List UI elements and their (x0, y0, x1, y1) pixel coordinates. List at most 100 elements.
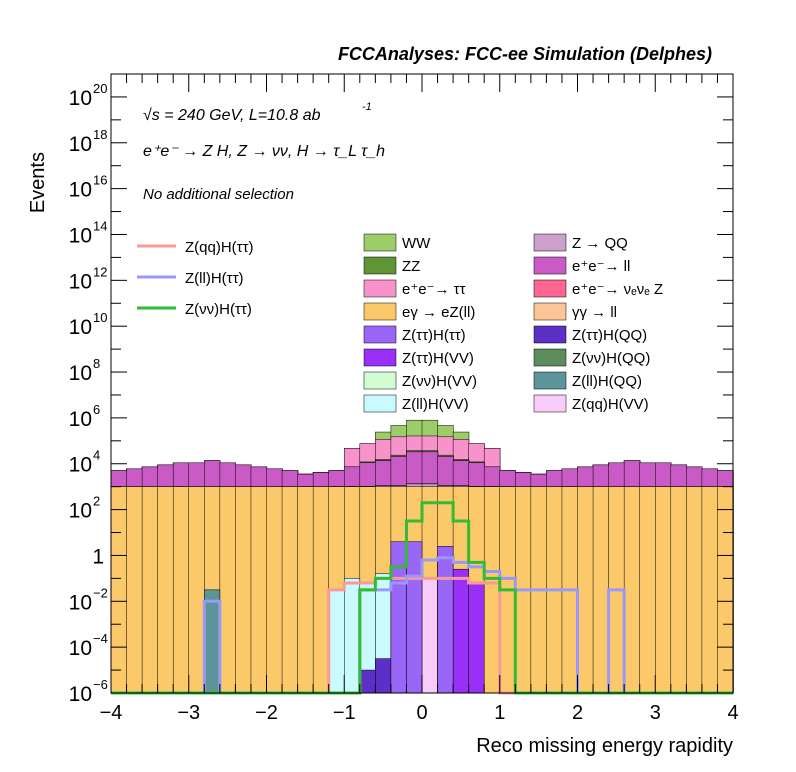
annotation-line-1-sup: -1 (362, 101, 372, 113)
legend-swatch (363, 348, 397, 367)
legend-label: Z(ll)H(ττ) (185, 270, 244, 287)
legend-fill-e-e-z: e⁺e⁻→ νₑνₑ Z (533, 279, 663, 298)
legend-swatch (533, 302, 567, 321)
x-tick-label: −2 (255, 702, 278, 724)
legend-label: Z(νν)H(VV) (402, 373, 477, 390)
bar (375, 658, 392, 694)
legend-label: Z(ll)H(VV) (402, 396, 469, 413)
y-tick-label: 10 (69, 316, 92, 339)
bar (172, 486, 190, 694)
x-tick-label: 4 (727, 702, 738, 724)
bar (623, 486, 641, 694)
y-tick-label: 10 (69, 362, 92, 385)
x-axis-label: Reco missing energy rapidity (476, 735, 733, 757)
legend-swatch (363, 279, 397, 298)
bar (359, 669, 376, 694)
bar (686, 486, 703, 694)
legend-fill-ww: WW (363, 233, 431, 252)
x-axis: −4 −3 −2 −1 0 1 2 3 4 (100, 74, 739, 724)
x-tick-label: 0 (416, 702, 427, 724)
y-tick-exponent: 14 (93, 218, 107, 233)
legend-label: Z(νν)H(QQ) (572, 350, 650, 367)
legend-swatch (363, 233, 397, 252)
legend-label: Z(ll)H(QQ) (572, 373, 642, 390)
y-tick-exponent: 16 (93, 173, 107, 188)
legend-fill-e-ez-ll: eγ → eZ(ll) (363, 302, 475, 321)
bar (141, 486, 159, 694)
legend-fill-ll: γγ → ll (533, 302, 617, 321)
bar (717, 486, 734, 694)
bar (328, 589, 345, 694)
legend-fill-z-h-vv: Z(ττ)H(VV) (363, 348, 474, 367)
annotation-process: e⁺e⁻ → Z H, Z → νν, H → τ_L τ_h (143, 143, 385, 160)
legend-fill-e-e-ll: e⁺e⁻→ ll (533, 256, 630, 275)
bar (297, 486, 314, 694)
legend-line-z-h: Z(νν)H(ττ) (137, 301, 252, 318)
legend-swatch (533, 348, 567, 367)
annotation-selection: No additional selection (143, 186, 294, 203)
x-tick-label: −4 (100, 702, 123, 724)
annotation-line-1: √s = 240 GeV, L=10.8 ab (143, 107, 321, 124)
y-tick-exponent: 2 (93, 494, 100, 509)
y-tick-exponent: 4 (93, 448, 100, 463)
legend-fill-z-ll-h-vv: Z(ll)H(VV) (363, 394, 469, 413)
legend-fill-z-qq: Z → QQ (533, 233, 628, 252)
y-tick-label: 10 (69, 179, 92, 202)
y-tick-label: 10 (69, 270, 92, 293)
bar (235, 486, 252, 694)
legend-label: Z(qq)H(VV) (572, 396, 649, 413)
y-tick-exponent: −4 (93, 631, 108, 646)
bar (655, 486, 672, 694)
y-tick-exponent: 20 (93, 81, 107, 96)
bar (312, 486, 330, 694)
bar (110, 486, 128, 694)
legend-label: e⁺e⁻→ ll (572, 258, 630, 275)
stacked-bars (110, 419, 734, 694)
y-tick-exponent: 10 (93, 310, 107, 325)
legend-swatch (533, 256, 567, 275)
y-tick-label: 10 (69, 224, 92, 247)
y-tick-label: 10 (69, 591, 92, 614)
y-tick-label: 10 (69, 500, 92, 523)
legend-label: Z(ττ)H(QQ) (572, 327, 647, 344)
chart-title: FCCAnalyses: FCC-ee Simulation (Delphes) (338, 44, 712, 64)
legend-label: Z → QQ (572, 235, 628, 252)
legend-swatch (363, 302, 397, 321)
legend-fill-z-qq-h-vv: Z(qq)H(VV) (533, 394, 649, 413)
y-tick-label: 10 (69, 683, 92, 706)
x-tick-label: 2 (572, 702, 583, 724)
y-tick-label: 10 (69, 637, 92, 660)
x-tick-label: −3 (177, 702, 200, 724)
bar (701, 486, 719, 694)
legend-label: WW (402, 235, 431, 252)
legend-fill-z-h-vv: Z(νν)H(VV) (363, 371, 477, 390)
bar (452, 568, 469, 694)
bar (670, 486, 687, 694)
legend-fill-z-h: Z(ττ)H(ττ) (363, 325, 466, 344)
bar (577, 486, 594, 694)
legend-label: Z(νν)H(ττ) (185, 301, 252, 318)
y-tick-exponent: −6 (93, 677, 108, 692)
bar (390, 541, 407, 694)
bar (483, 486, 501, 694)
legend-line-z-qq-h: Z(qq)H(ττ) (137, 239, 254, 256)
bar (639, 486, 656, 694)
legend-fill-z-h-qq: Z(νν)H(QQ) (533, 348, 650, 367)
legend-label: Z(ττ)H(ττ) (402, 327, 466, 344)
legend-fill-z-ll-h-qq: Z(ll)H(QQ) (533, 371, 642, 390)
legend-fill-e-e: e⁺e⁻→ ττ (363, 279, 466, 298)
y-tick-label: 10 (69, 408, 92, 431)
y-tick-exponent: −2 (93, 585, 108, 600)
annotation-energy: √s = 240 GeV, L=10.8 ab -1 (143, 101, 372, 124)
y-tick-exponent: 12 (93, 264, 107, 279)
bar (421, 578, 438, 694)
legend: Z(qq)H(ττ) Z(ll)H(ττ) Z(νν)H(ττ) WW ZZ e⁺e⁻→ … (137, 233, 663, 413)
y-tick-exponent: 8 (93, 356, 100, 371)
legend-label: e⁺e⁻→ νₑνₑ Z (572, 281, 663, 298)
legend-label: ZZ (402, 258, 420, 275)
bar (437, 546, 454, 694)
legend-swatch (533, 394, 567, 413)
legend-swatch (363, 325, 397, 344)
